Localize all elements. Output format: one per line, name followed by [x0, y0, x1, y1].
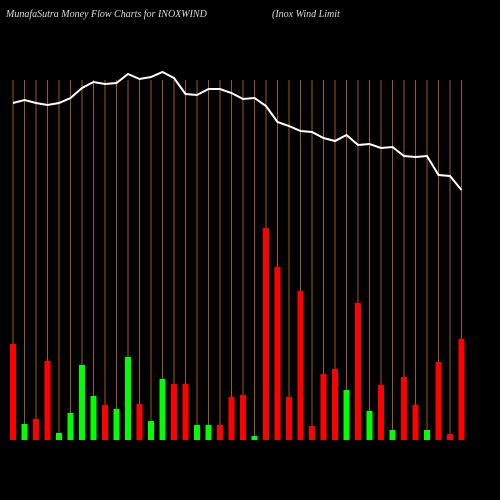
bar — [389, 430, 396, 440]
bar — [33, 419, 39, 440]
bar — [263, 228, 269, 440]
bar — [148, 421, 154, 440]
bar — [79, 365, 85, 440]
bar — [447, 434, 453, 440]
bar — [274, 267, 281, 440]
bar — [21, 424, 28, 440]
bar — [228, 397, 235, 440]
bar — [90, 396, 97, 440]
bar — [205, 425, 212, 440]
bar — [435, 362, 442, 440]
bar — [67, 413, 74, 440]
bar — [458, 339, 465, 440]
bar — [297, 291, 304, 440]
bar — [378, 385, 384, 440]
chart-title: MunafaSutra Money Flow Charts for INOXWI… — [5, 9, 208, 20]
bar — [182, 384, 189, 440]
bar — [240, 395, 246, 440]
price-line — [12, 70, 463, 191]
bar — [10, 344, 16, 440]
bar — [401, 377, 407, 440]
bar — [332, 369, 338, 440]
bar — [320, 374, 327, 440]
bar — [355, 303, 361, 440]
bar — [217, 425, 223, 440]
bar — [194, 425, 200, 440]
bar — [44, 361, 51, 440]
bar — [113, 409, 120, 440]
bar — [309, 426, 315, 440]
bar — [286, 397, 292, 440]
bar — [343, 390, 350, 440]
bar — [251, 436, 258, 440]
bar — [102, 405, 108, 440]
bar — [171, 384, 177, 440]
bar — [412, 405, 419, 440]
bar — [136, 404, 143, 440]
bar — [366, 411, 373, 440]
bar — [424, 430, 430, 440]
bar — [125, 357, 131, 440]
bar — [56, 433, 62, 440]
chart-subtitle: (Inox Wind Limit — [272, 9, 340, 20]
bar — [159, 379, 166, 440]
